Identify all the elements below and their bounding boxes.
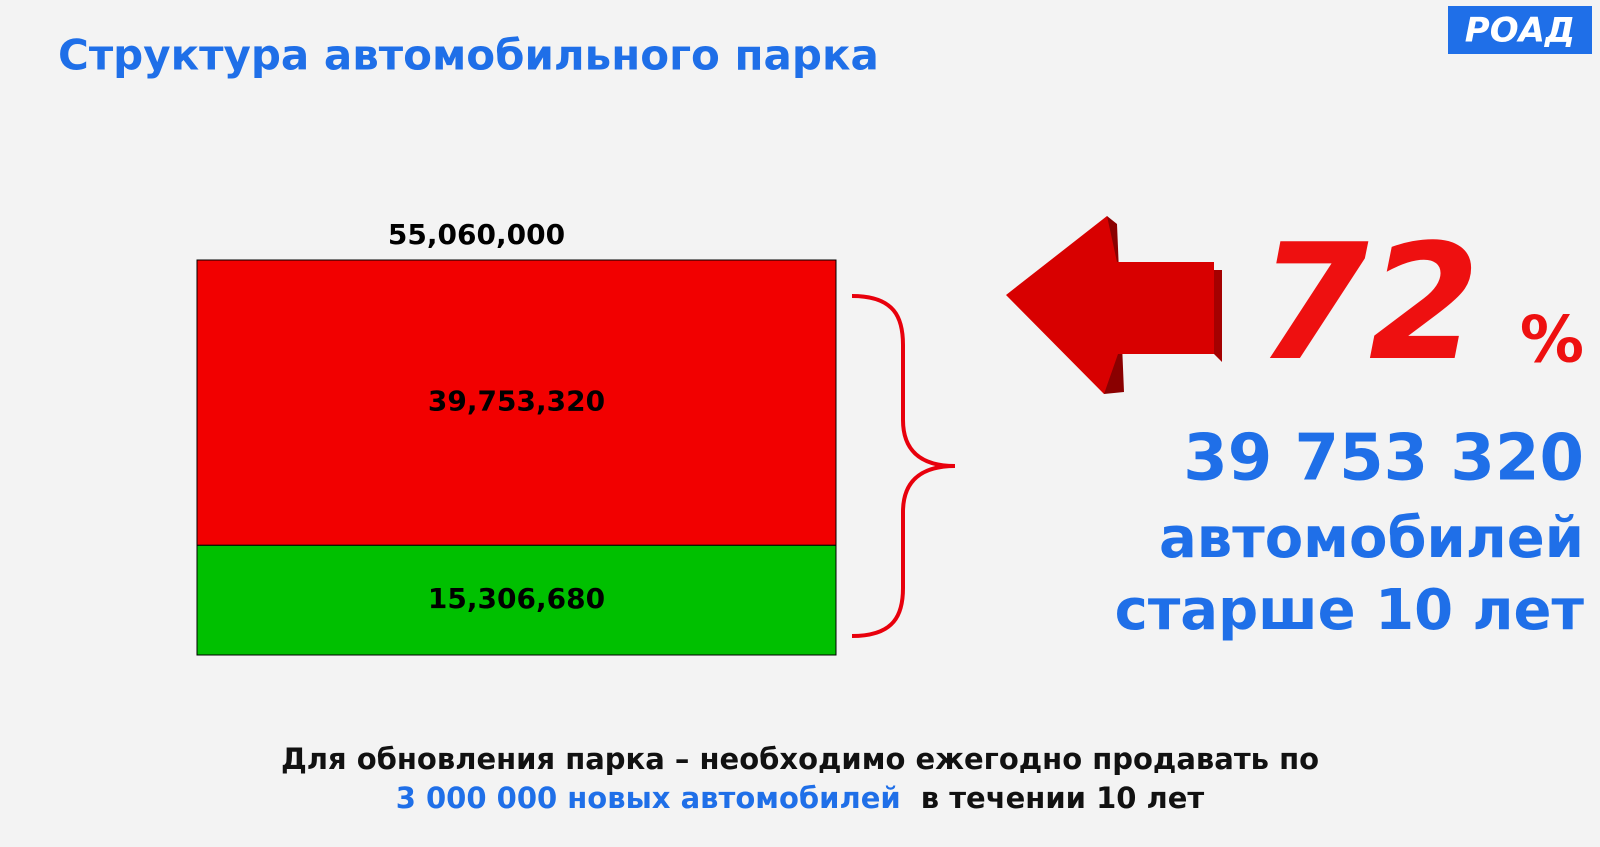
caption: автомобилей <box>1159 506 1584 571</box>
footer-line: 3 000 000 новых автомобилей в течении 10… <box>396 781 1205 815</box>
value-label: 15,306,680 <box>428 582 605 615</box>
footer-line: Для обновления парка – необходимо ежегод… <box>281 742 1319 776</box>
chart: 15,306,680 39,753,320 55,060,000 <box>196 218 837 656</box>
value-label: 39,753,320 <box>428 385 605 418</box>
count: 39 753 320 <box>1183 422 1584 496</box>
footer-highlight: 3 000 000 новых автомобилей <box>396 781 901 815</box>
footer-rest: в течении 10 лет <box>921 781 1205 815</box>
caption: старше 10 лет <box>1115 578 1585 643</box>
bar-segment <box>196 259 837 546</box>
title: Структура автомобильного парка <box>58 31 879 80</box>
share: 72 <box>1257 209 1480 396</box>
logo-box <box>1448 6 1592 54</box>
arrow <box>1006 216 1214 394</box>
bar-segment <box>196 544 837 656</box>
logo: РОАД <box>1465 11 1575 51</box>
brace <box>851 294 956 638</box>
total-label: 55,060,000 <box>388 218 565 251</box>
share-unit: % <box>1520 304 1584 378</box>
